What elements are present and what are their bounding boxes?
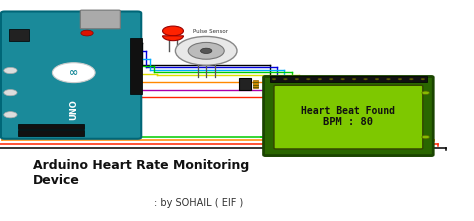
- Circle shape: [53, 63, 95, 83]
- Circle shape: [4, 90, 17, 96]
- FancyBboxPatch shape: [264, 76, 433, 156]
- Bar: [270, 76, 427, 82]
- Bar: [130, 38, 142, 94]
- Circle shape: [422, 91, 429, 95]
- Circle shape: [283, 78, 287, 80]
- Circle shape: [175, 36, 237, 65]
- Circle shape: [341, 78, 345, 80]
- FancyBboxPatch shape: [9, 29, 29, 41]
- Bar: [253, 80, 258, 88]
- Circle shape: [329, 78, 333, 80]
- Circle shape: [422, 135, 429, 139]
- Circle shape: [188, 42, 224, 59]
- Circle shape: [4, 112, 17, 118]
- Text: Heart Beat Found: Heart Beat Found: [301, 105, 395, 116]
- Text: Arduino Heart Rate Monitoring
Device: Arduino Heart Rate Monitoring Device: [33, 159, 249, 187]
- Circle shape: [352, 78, 356, 80]
- Circle shape: [306, 78, 310, 80]
- Wedge shape: [163, 36, 183, 41]
- Circle shape: [4, 67, 17, 74]
- Text: ∞: ∞: [69, 68, 78, 78]
- Circle shape: [398, 78, 402, 80]
- Circle shape: [375, 78, 379, 80]
- FancyBboxPatch shape: [1, 11, 141, 139]
- Circle shape: [272, 78, 276, 80]
- Text: : by SOHAIL ( EIF ): : by SOHAIL ( EIF ): [155, 198, 244, 208]
- Circle shape: [410, 78, 413, 80]
- Text: Pulse Sensor: Pulse Sensor: [193, 29, 228, 34]
- Text: UNO: UNO: [69, 99, 78, 120]
- Circle shape: [201, 48, 212, 53]
- Circle shape: [81, 30, 93, 36]
- Text: BPM : 80: BPM : 80: [323, 116, 374, 127]
- Circle shape: [163, 26, 183, 36]
- Bar: [239, 78, 251, 90]
- Circle shape: [295, 78, 299, 80]
- FancyBboxPatch shape: [274, 85, 423, 149]
- Circle shape: [318, 78, 322, 80]
- FancyBboxPatch shape: [80, 10, 120, 29]
- Circle shape: [387, 78, 391, 80]
- Circle shape: [421, 78, 425, 80]
- Circle shape: [364, 78, 367, 80]
- Bar: [18, 124, 84, 129]
- Bar: [18, 130, 84, 136]
